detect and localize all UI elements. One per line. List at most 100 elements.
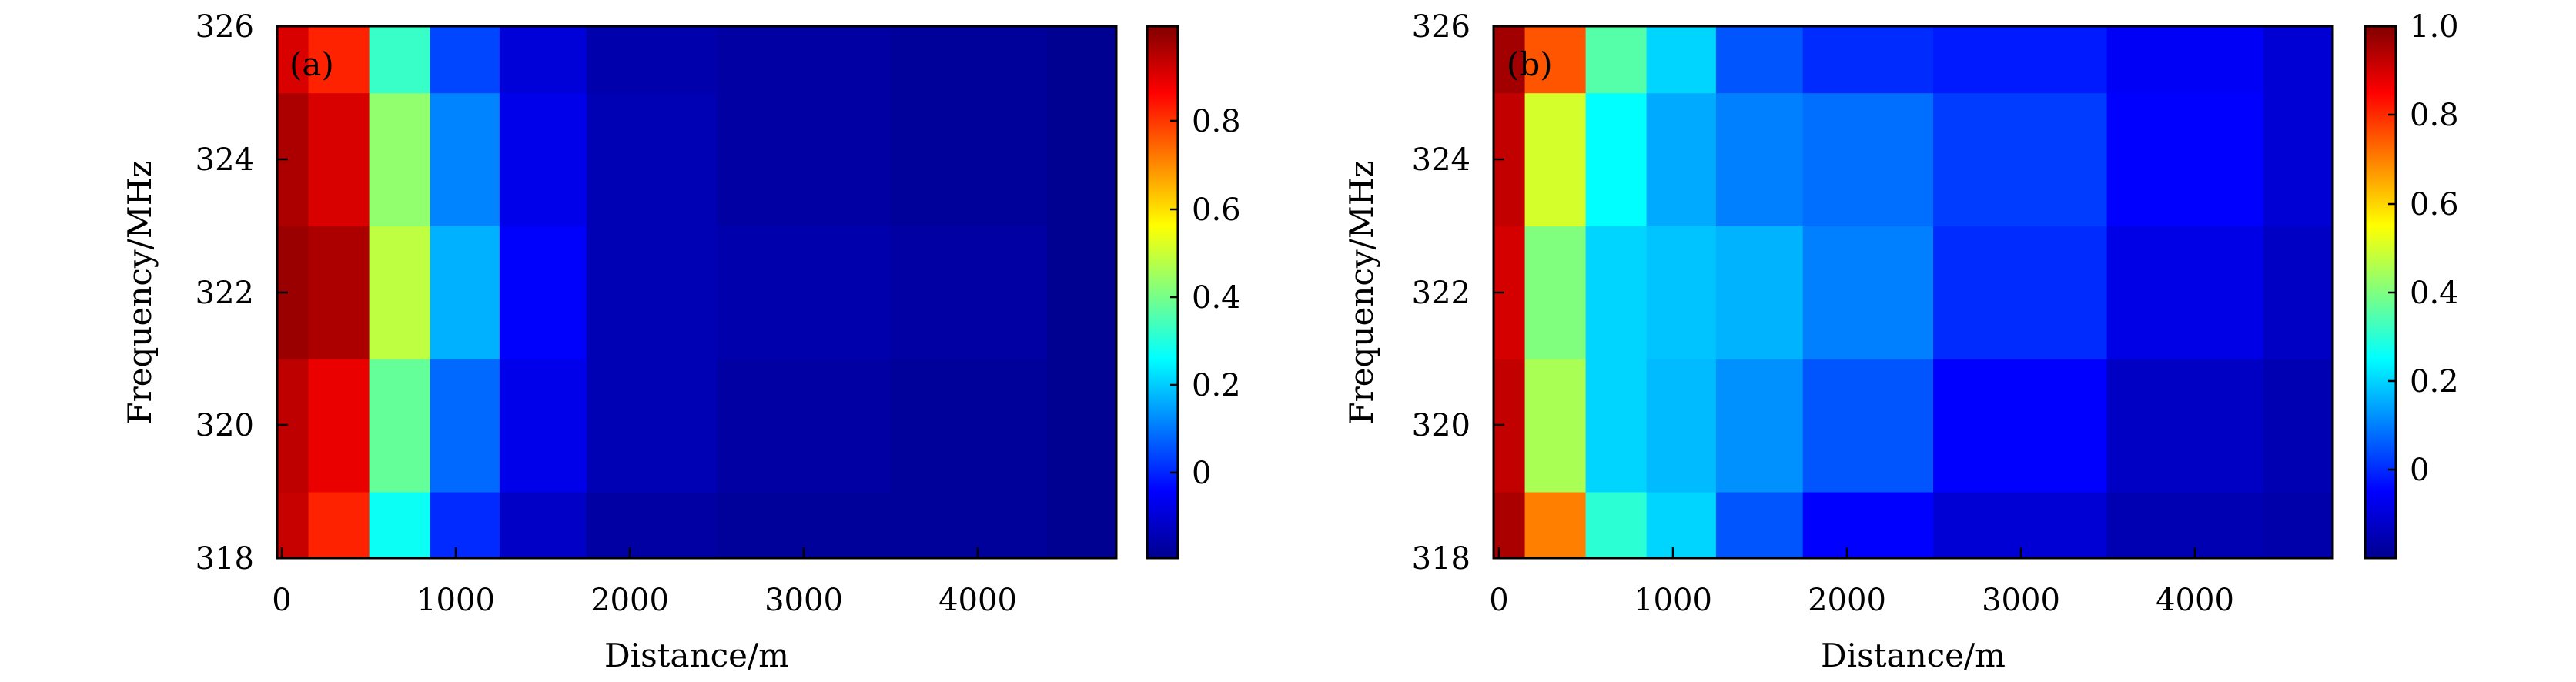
heatmap-cell xyxy=(430,358,500,493)
y-tick-label: 318 xyxy=(1412,541,1470,577)
heatmap-cell xyxy=(1646,26,1717,94)
heatmap-cell xyxy=(1715,92,1804,227)
heatmap-cell xyxy=(586,26,718,94)
heatmap-cell xyxy=(369,358,431,493)
y-axis-label: Frequency/MHz xyxy=(121,160,159,424)
y-tick-label: 318 xyxy=(196,541,254,577)
y-tick-label: 326 xyxy=(1412,9,1470,45)
heatmap-cell xyxy=(1046,26,1117,94)
colorbar-tick-label: 0 xyxy=(1192,456,1211,491)
heatmap-cell xyxy=(1524,226,1587,359)
heatmap-cell xyxy=(890,358,1048,493)
y-ticks: 318 320 322 324 326 xyxy=(1412,9,1504,577)
heatmap-cell xyxy=(369,92,431,227)
x-tick-label: 0 xyxy=(272,583,291,618)
heatmap-cell xyxy=(430,226,500,359)
y-tick-label: 324 xyxy=(196,142,254,178)
heatmap-cell xyxy=(1715,358,1804,493)
x-axis-label: Distance/m xyxy=(1821,637,2006,674)
heatmap-cell xyxy=(1933,358,2108,493)
heatmap-cell xyxy=(308,491,370,559)
heatmap-cell xyxy=(2106,226,2264,359)
y-ticks: 318 320 322 324 326 xyxy=(196,9,288,577)
heatmap-cell xyxy=(1046,226,1117,359)
heatmap-cell xyxy=(430,491,500,559)
y-tick-label: 322 xyxy=(196,276,254,311)
heatmap-cell xyxy=(717,226,892,359)
heatmap-cell xyxy=(1715,491,1804,559)
panel-label: (b) xyxy=(1507,45,1553,83)
heatmap-cell xyxy=(1933,92,2108,227)
heatmap-cell xyxy=(2263,26,2333,94)
colorbar-tick-label: 0.4 xyxy=(2410,276,2459,311)
heatmap-cell xyxy=(499,226,587,359)
heatmap-cell xyxy=(1046,358,1117,493)
y-tick-label: 324 xyxy=(1412,142,1470,178)
heatmap-cell xyxy=(308,26,370,94)
x-ticks: 0 1000 2000 3000 4000 xyxy=(272,547,1017,618)
x-tick-label: 1000 xyxy=(1634,583,1712,618)
heatmap-cell xyxy=(369,226,431,359)
heatmap-cell xyxy=(717,358,892,493)
heatmap-cell xyxy=(1802,226,1934,359)
panel-label: (a) xyxy=(289,45,334,83)
heatmap-cell xyxy=(586,358,718,493)
colorbar-gradient xyxy=(1146,25,1179,560)
heatmap-cell xyxy=(277,26,309,94)
heatmap-cell xyxy=(717,92,892,227)
heatmap-cell xyxy=(430,26,500,94)
x-tick-label: 2000 xyxy=(1808,583,1886,618)
colorbar-tick-label: 1.0 xyxy=(2410,9,2459,45)
heatmap-cell xyxy=(369,26,431,94)
heatmap-cell xyxy=(1933,226,2108,359)
colorbar-tick-label: 0 xyxy=(2410,453,2429,488)
heatmap-cell xyxy=(1524,26,1587,94)
heatmap-cell xyxy=(1646,358,1717,493)
heatmap-cell xyxy=(499,26,587,94)
colorbar-tick-label: 0.6 xyxy=(2410,187,2459,222)
heatmap-cell xyxy=(499,92,587,227)
heatmap-cell xyxy=(308,226,370,359)
heatmap-cell xyxy=(1585,26,1648,94)
x-tick-label: 2000 xyxy=(590,583,669,618)
heatmap-cell xyxy=(2263,92,2333,227)
heatmap-cell xyxy=(499,491,587,559)
heatmap-cell xyxy=(1802,26,1934,94)
colorbar-tick-label: 0.6 xyxy=(1192,192,1241,228)
heatmap-cell xyxy=(1524,358,1587,493)
heatmap-cell xyxy=(2263,226,2333,359)
colorbar-tick-label: 0.8 xyxy=(2410,98,2459,133)
x-tick-label: 4000 xyxy=(2156,583,2234,618)
x-tick-label: 3000 xyxy=(1982,583,2060,618)
heatmap-cell xyxy=(2106,491,2264,559)
heatmap-cell xyxy=(1802,92,1934,227)
heatmap-cell xyxy=(1802,358,1934,493)
heatmap-cell xyxy=(1585,226,1648,359)
y-tick-label: 322 xyxy=(1412,276,1470,311)
colorbar-tick-label: 0.4 xyxy=(1192,280,1241,316)
heatmap-cell xyxy=(2106,26,2264,94)
x-ticks: 0 1000 2000 3000 4000 xyxy=(1489,547,2234,618)
y-axis-label: Frequency/MHz xyxy=(1343,160,1380,424)
heatmap-cell xyxy=(1046,491,1117,559)
heatmap-cell xyxy=(586,92,718,227)
colorbar-tick-label: 0.8 xyxy=(1192,104,1241,139)
heatmap-cell xyxy=(308,358,370,493)
x-tick-label: 3000 xyxy=(764,583,843,618)
heatmap-cells xyxy=(1494,26,2333,559)
heatmap-cell xyxy=(586,491,718,559)
heatmap-cell xyxy=(1715,26,1804,94)
heatmap-cell xyxy=(2263,491,2333,559)
panel-b: 0 1000 2000 3000 4000 318 320 322 324 32… xyxy=(1343,9,2459,674)
y-tick-label: 326 xyxy=(196,9,254,45)
x-tick-label: 4000 xyxy=(938,583,1017,618)
heatmap-cell xyxy=(1524,491,1587,559)
y-tick-label: 320 xyxy=(196,408,254,443)
heatmap-cell xyxy=(430,92,500,227)
heatmap-cell xyxy=(890,26,1048,94)
heatmap-cell xyxy=(890,92,1048,227)
colorbar: 0 0.2 0.4 0.6 0.8 1.0 xyxy=(2364,9,2459,560)
colorbar-tick-label: 0.2 xyxy=(2410,364,2459,400)
heatmap-cells xyxy=(277,26,1117,559)
